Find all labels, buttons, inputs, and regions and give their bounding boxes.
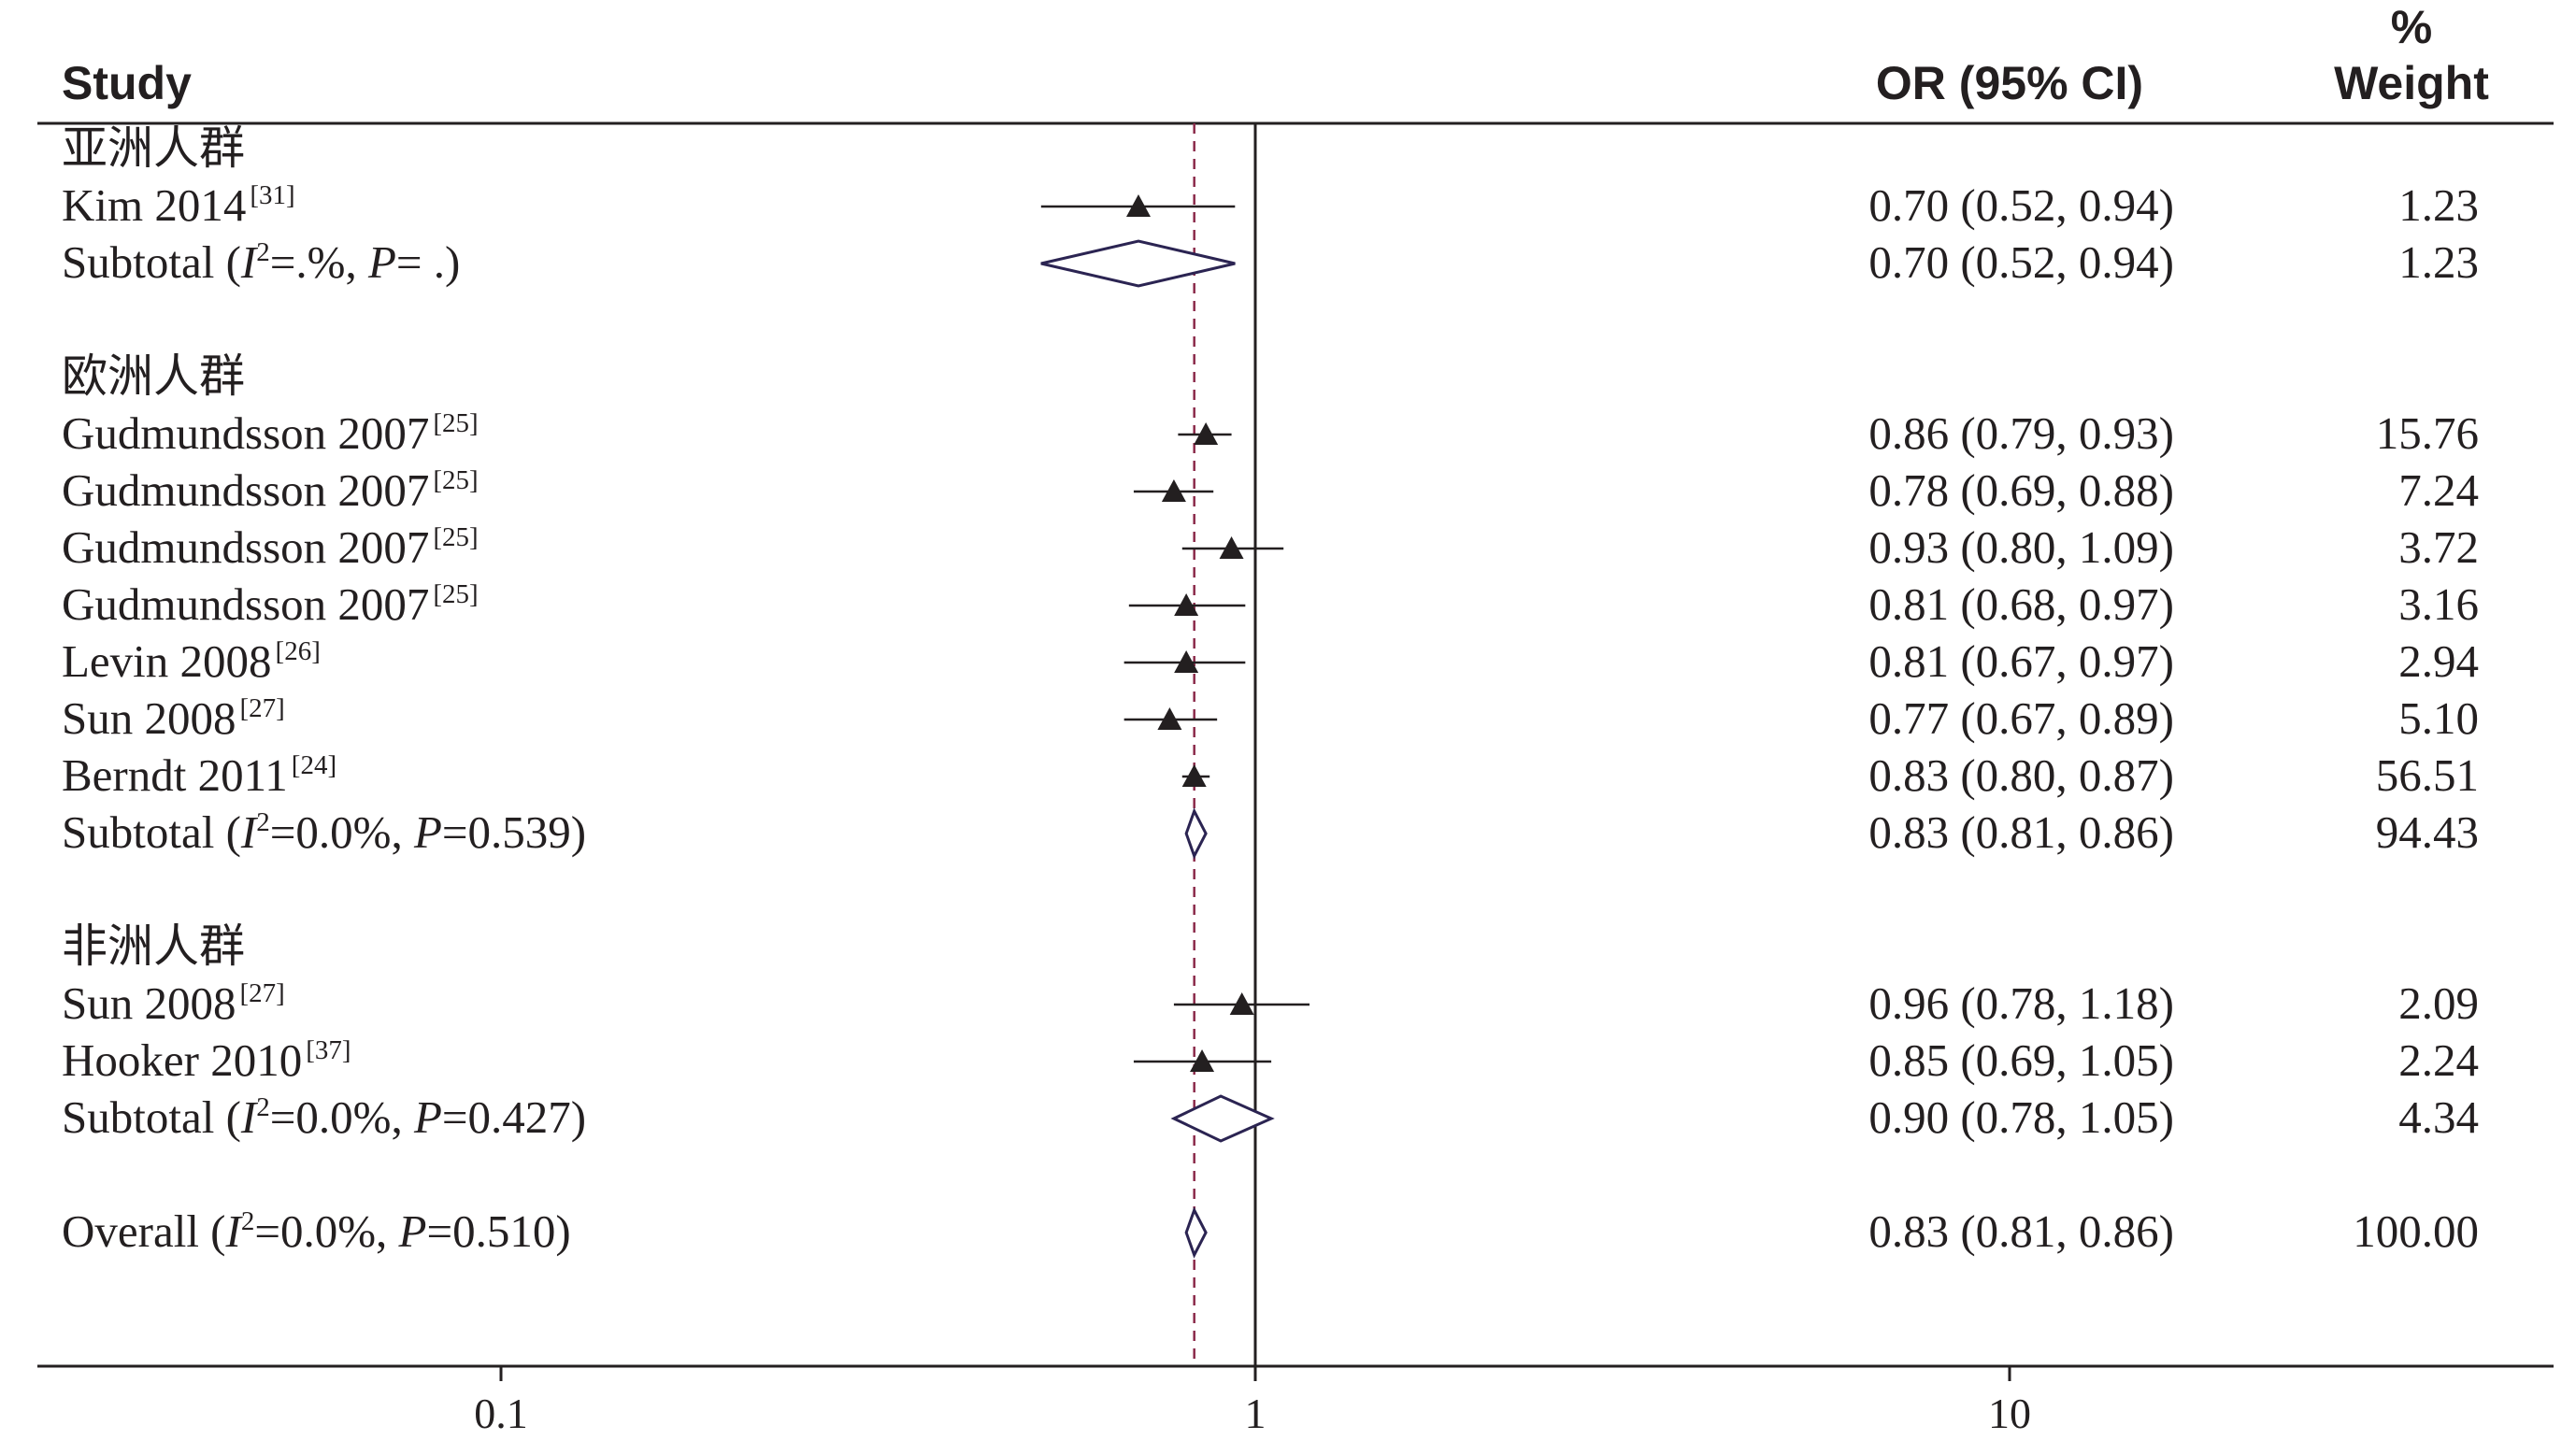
subgroup-label: 亚洲人群 (62, 122, 245, 174)
weight-value: 7.24 (2398, 464, 2479, 516)
header-study: Study (62, 57, 192, 109)
point-estimate-marker (1157, 707, 1182, 731)
weight-value: 2.24 (2398, 1034, 2479, 1086)
study-row: Berndt 2011 [24] 0.83 (0.80, 0.87) 56.51 (62, 749, 2479, 801)
study-label: Hooker 2010 [37] (62, 1034, 351, 1086)
subgroup-row: 亚洲人群 (62, 122, 245, 174)
or-ci-value: 0.70 (0.52, 0.94) (1868, 179, 2174, 231)
study-row: Sun 2008 [27] 0.96 (0.78, 1.18) 2.09 (62, 977, 2479, 1029)
point-estimate-marker (1125, 194, 1151, 218)
study-row: Gudmundsson 2007 [25] 0.78 (0.69, 0.88) 7.2… (62, 464, 2479, 516)
study-label: Gudmundsson 2007 [25] (62, 407, 479, 459)
subtotal-label: Subtotal (I2=0.0%, P=0.539) (62, 806, 586, 858)
header-weight: Weight (2334, 57, 2489, 109)
subtotal-row: Subtotal (I2=.%, P= .) 0.70 (0.52, 0.94) 1… (62, 236, 2479, 288)
overall-label: Overall (I2=0.0%, P=0.510) (62, 1205, 571, 1257)
weight-value: 4.34 (2398, 1091, 2479, 1143)
x-tick-label: 0.1 (474, 1390, 528, 1437)
subtotal-label: Subtotal (I2=.%, P= .) (62, 236, 460, 288)
weight-value: 5.10 (2398, 692, 2479, 744)
pooled-estimate-diamond (1184, 1206, 1208, 1259)
or-ci-value: 0.77 (0.67, 0.89) (1868, 692, 2174, 744)
or-ci-value: 0.86 (0.79, 0.93) (1868, 407, 2174, 459)
or-ci-value: 0.83 (0.81, 0.86) (1868, 806, 2174, 858)
or-ci-value: 0.90 (0.78, 1.05) (1868, 1091, 2174, 1143)
study-label: Berndt 2011 [24] (62, 749, 336, 801)
study-label: Sun 2008 [27] (62, 977, 285, 1029)
study-row: Gudmundsson 2007 [25] 0.93 (0.80, 1.09) 3.7… (62, 521, 2479, 573)
weight-value: 2.09 (2398, 977, 2479, 1029)
pooled-estimate-diamond (1040, 239, 1236, 288)
study-row: Levin 2008 [26] 0.81 (0.67, 0.97) 2.94 (62, 635, 2479, 687)
point-estimate-marker (1174, 593, 1199, 617)
or-ci-value: 0.83 (0.81, 0.86) (1868, 1205, 2174, 1257)
point-estimate-marker (1190, 1049, 1215, 1073)
point-estimate-marker (1181, 764, 1207, 788)
weight-value: 2.94 (2398, 635, 2479, 687)
point-estimate-marker (1161, 479, 1186, 503)
x-tick-label: 10 (1988, 1390, 2031, 1437)
weight-value: 56.51 (2376, 749, 2479, 801)
weight-value: 15.76 (2376, 407, 2479, 459)
header-weight-percent: % (2391, 1, 2432, 53)
or-ci-value: 0.70 (0.52, 0.94) (1868, 236, 2174, 288)
study-label: Gudmundsson 2007 [25] (62, 578, 479, 630)
subgroup-row: 欧洲人群 (62, 350, 245, 402)
or-ci-value: 0.93 (0.80, 1.09) (1868, 521, 2174, 573)
subtotal-row: Subtotal (I2=0.0%, P=0.427) 0.90 (0.78, 1… (62, 1091, 2479, 1143)
study-row: Hooker 2010 [37] 0.85 (0.69, 1.05) 2.24 (62, 1034, 2479, 1086)
subgroup-label: 非洲人群 (62, 920, 245, 972)
study-label: Sun 2008 [27] (62, 692, 285, 744)
study-row: Gudmundsson 2007 [25] 0.86 (0.79, 0.93) 15.… (62, 407, 2479, 459)
study-label: Levin 2008 [26] (62, 635, 321, 687)
study-label: Gudmundsson 2007 [25] (62, 464, 479, 516)
weight-value: 1.23 (2398, 236, 2479, 288)
study-label: Gudmundsson 2007 [25] (62, 521, 479, 573)
point-estimate-marker (1194, 422, 1219, 446)
point-estimate-marker (1174, 650, 1199, 674)
subtotal-label: Subtotal (I2=0.0%, P=0.427) (62, 1091, 586, 1143)
or-ci-value: 0.81 (0.67, 0.97) (1868, 635, 2174, 687)
weight-value: 3.16 (2398, 578, 2479, 630)
study-row: Kim 2014 [31] 0.70 (0.52, 0.94) 1.23 (62, 179, 2479, 231)
pooled-estimate-diamond (1170, 1094, 1275, 1143)
header-or-ci: OR (95% CI) (1876, 57, 2143, 109)
study-row: Gudmundsson 2007 [25] 0.81 (0.68, 0.97) 3.1… (62, 578, 2479, 630)
or-ci-value: 0.81 (0.68, 0.97) (1868, 578, 2174, 630)
pooled-estimate-diamond (1184, 807, 1208, 860)
weight-value: 100.00 (2353, 1205, 2479, 1257)
study-label: Kim 2014 [31] (62, 179, 295, 231)
plot-area (1193, 123, 1257, 1366)
overall-row: Overall (I2=0.0%, P=0.510) 0.83 (0.81, 0.… (62, 1205, 2479, 1259)
weight-value: 3.72 (2398, 521, 2479, 573)
x-tick-label: 1 (1245, 1390, 1267, 1437)
point-estimate-marker (1219, 536, 1244, 560)
weight-value: 94.43 (2376, 806, 2479, 858)
subgroup-row: 非洲人群 (62, 920, 245, 972)
point-estimate-marker (1229, 992, 1254, 1016)
or-ci-value: 0.83 (0.80, 0.87) (1868, 749, 2174, 801)
study-row: Sun 2008 [27] 0.77 (0.67, 0.89) 5.10 (62, 692, 2479, 744)
weight-value: 1.23 (2398, 179, 2479, 231)
subtotal-row: Subtotal (I2=0.0%, P=0.539) 0.83 (0.81, 0… (62, 806, 2479, 860)
or-ci-value: 0.78 (0.69, 0.88) (1868, 464, 2174, 516)
x-axis: 0.1 1 10 (37, 1364, 2554, 1437)
or-ci-value: 0.96 (0.78, 1.18) (1868, 977, 2174, 1029)
subgroup-label: 欧洲人群 (62, 350, 245, 402)
or-ci-value: 0.85 (0.69, 1.05) (1868, 1034, 2174, 1086)
